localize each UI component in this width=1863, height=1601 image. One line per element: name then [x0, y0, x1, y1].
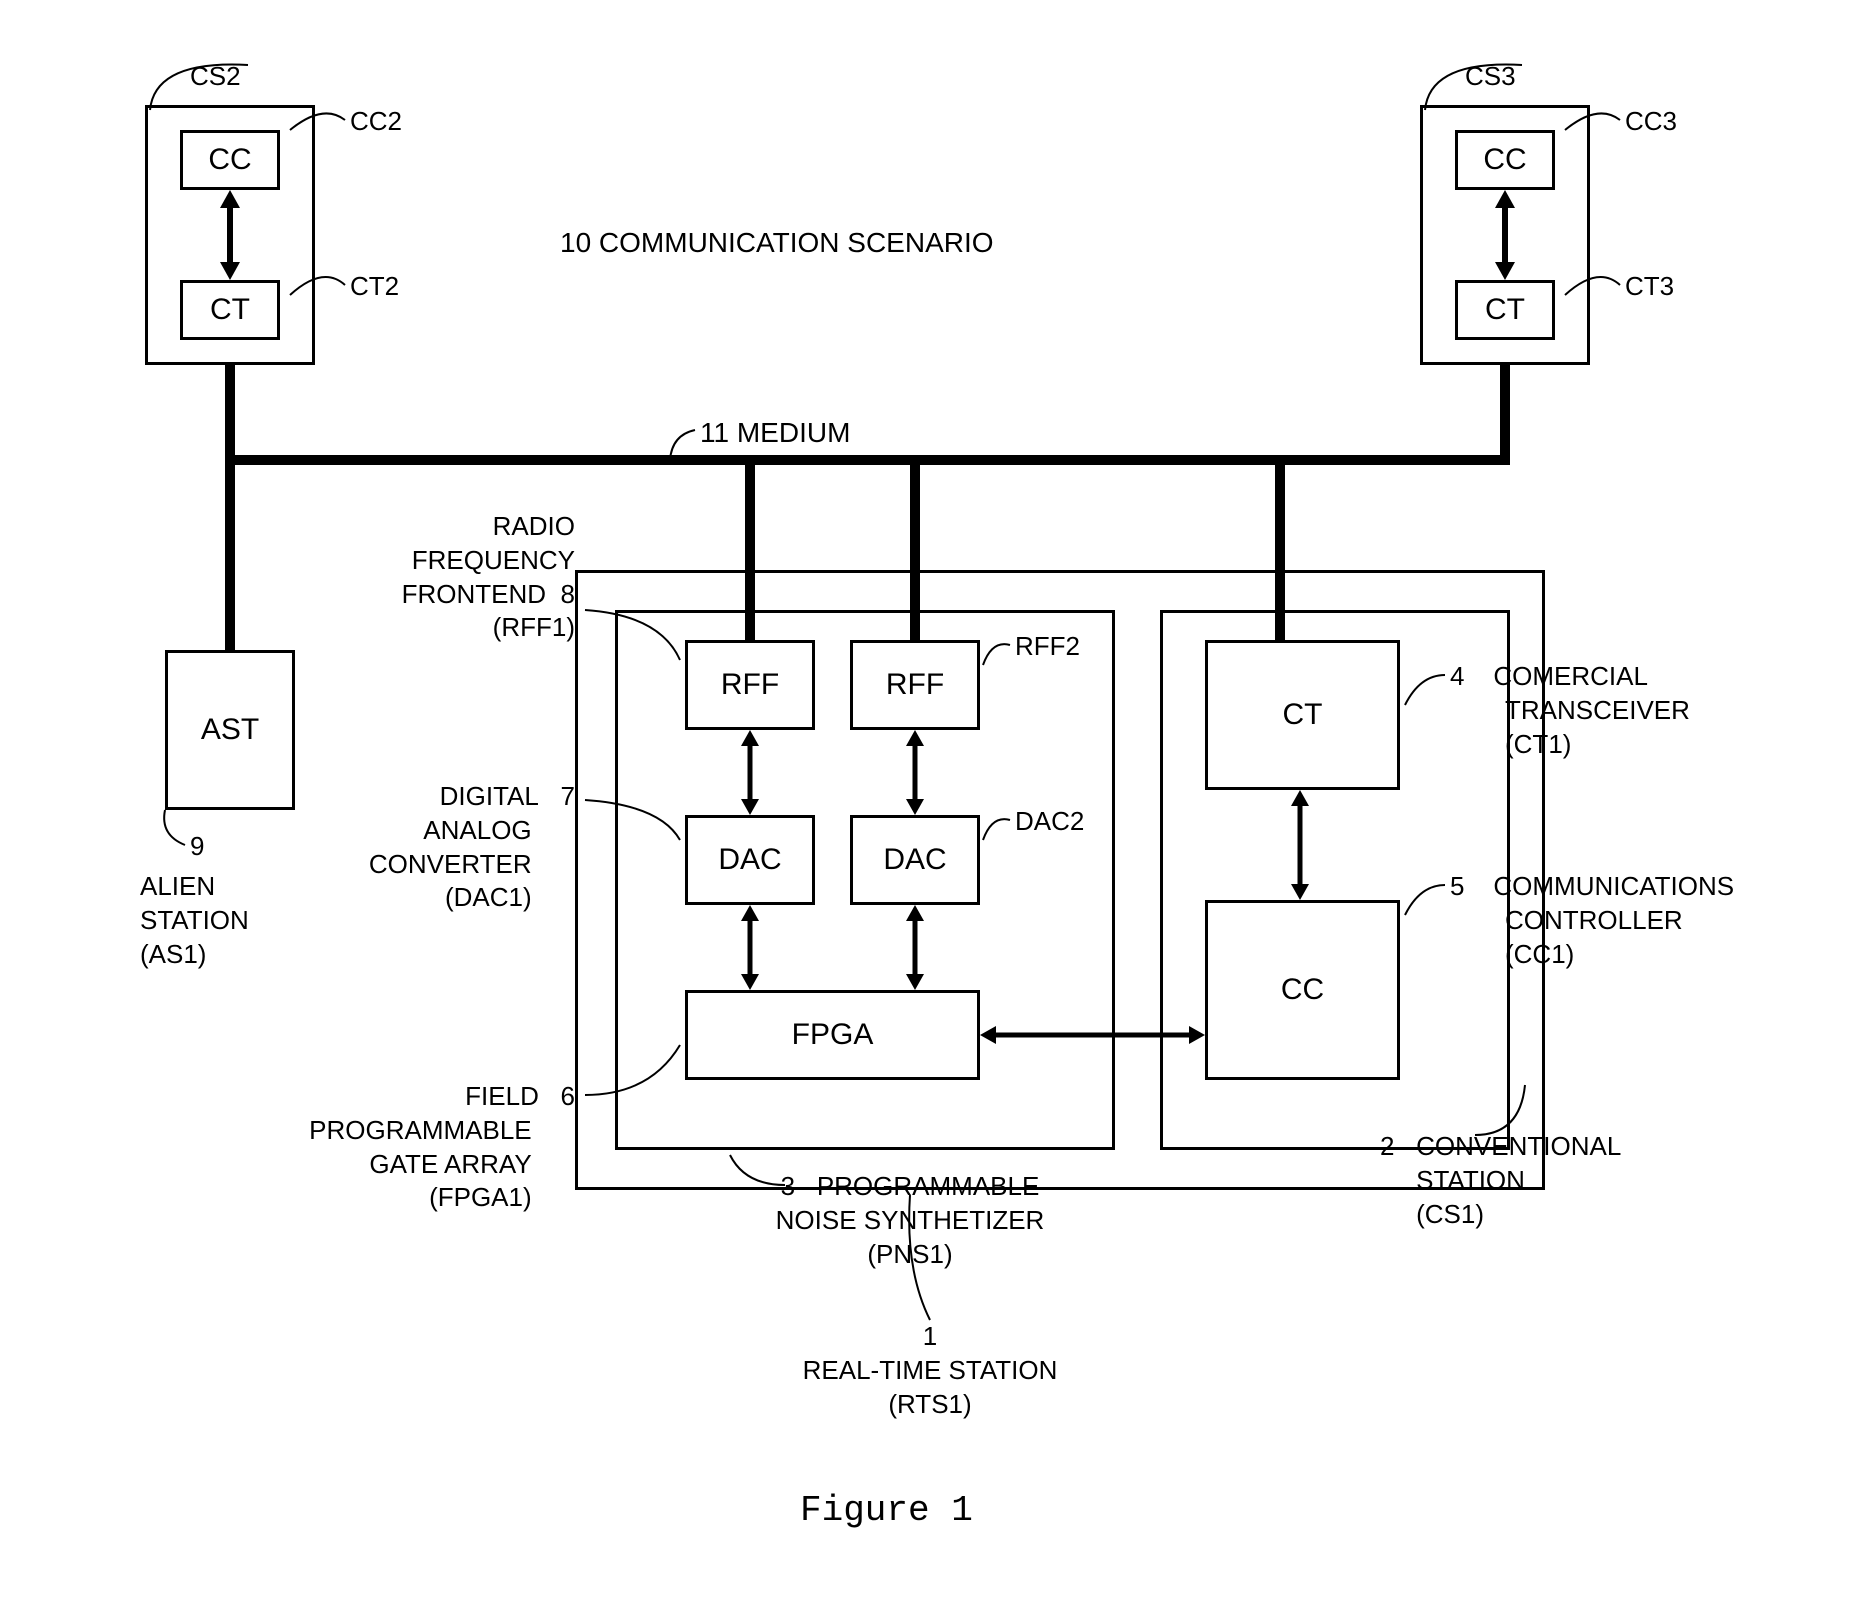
as1-to-medium: [225, 455, 235, 650]
rff2-label: RFF: [886, 668, 944, 702]
as1-desc-l2: STATION: [140, 905, 249, 935]
dac2-label: DAC: [883, 843, 946, 877]
rff2-dac2-arrow: [895, 730, 935, 815]
rff1-label: RFF: [721, 668, 779, 702]
scenario-label: 10 COMMUNICATION SCENARIO: [560, 225, 994, 261]
dac-desc-l2: ANALOG: [423, 815, 531, 845]
dac-num: 7: [561, 781, 575, 811]
dac2-fpga-arrow: [895, 905, 935, 990]
cs2-arrow-svg: [210, 190, 250, 280]
cc1-desc-l1: COMMUNICATIONS: [1493, 871, 1734, 901]
fpga-callout-svg: [580, 1040, 690, 1110]
cc1-desc-l2: CONTROLLER: [1505, 905, 1683, 935]
dac-callout-svg: [580, 790, 690, 850]
pns1-callout-svg: [725, 1150, 805, 1200]
dac-desc-l4: (DAC1): [445, 882, 532, 912]
cs3-arrow-svg: [1485, 190, 1525, 280]
as1-callout-svg: [150, 805, 230, 865]
medium-label: 11 MEDIUM: [700, 415, 850, 451]
rff1-to-medium: [745, 455, 755, 640]
cs1-desc-l2: STATION: [1416, 1165, 1525, 1195]
as1-desc-l3: (AS1): [140, 939, 206, 969]
rff-desc: RADIO FREQUENCY FRONTEND 8 (RFF1): [370, 510, 575, 645]
cs1-callout-svg: [1470, 1080, 1550, 1150]
ct1-callout-svg: [1400, 665, 1460, 715]
cc1-callout-svg: [1400, 875, 1460, 925]
dac-desc-l3: CONVERTER: [369, 849, 532, 879]
rff1-box: RFF: [685, 640, 815, 730]
cs2-to-medium: [225, 365, 235, 465]
rff2-box: RFF: [850, 640, 980, 730]
dac1-label: DAC: [718, 843, 781, 877]
ct1-num-label: 4 COMERCIAL: [1450, 660, 1648, 694]
as1-desc-l1: ALIEN: [140, 871, 215, 901]
ct1-to-medium: [1275, 455, 1285, 640]
fpga-desc-l3: GATE ARRAY: [369, 1149, 531, 1179]
fpga-desc: FIELD 6 PROGRAMMABLE GATE ARRAY (FPGA1): [290, 1080, 575, 1215]
rff-desc-l2: FREQUENCY: [412, 545, 575, 575]
rff2-callout-svg: [980, 635, 1030, 675]
fpga-num: 6: [561, 1081, 575, 1111]
rts1-desc-l2: (RTS1): [888, 1389, 971, 1419]
cs1-num: 2: [1380, 1131, 1394, 1161]
figure-title: Figure 1: [800, 1490, 973, 1531]
as1-desc: ALIEN STATION (AS1): [140, 870, 249, 971]
dac1-box: DAC: [685, 815, 815, 905]
rts1-callout-svg: [900, 1190, 980, 1330]
cc1-label: CC: [1281, 973, 1324, 1007]
cs3-callout-svg: [1380, 0, 1700, 400]
dac1-fpga-arrow: [730, 905, 770, 990]
fpga-label: FPGA: [792, 1018, 874, 1052]
rff1-dac1-arrow: [730, 730, 770, 815]
cc1-desc-rest: CONTROLLER (CC1): [1505, 904, 1683, 972]
fpga-desc-l2: PROGRAMMABLE: [309, 1115, 532, 1145]
rts1-label: 1 REAL-TIME STATION (RTS1): [780, 1320, 1080, 1421]
ct1-desc-rest: TRANSCEIVER (CT1): [1505, 694, 1690, 762]
cs1-desc-l3: (CS1): [1416, 1199, 1484, 1229]
rff2-to-medium: [910, 455, 920, 640]
ct1-desc-l2: TRANSCEIVER: [1505, 695, 1690, 725]
cc1-desc-l3: (CC1): [1505, 939, 1574, 969]
rff-num: 8: [561, 579, 575, 609]
ast-box-label: AST: [201, 713, 259, 747]
dac-desc: DIGITAL 7 ANALOG CONVERTER (DAC1): [320, 780, 575, 915]
dac2-callout-svg: [980, 810, 1030, 850]
fpga-desc-l4: (FPGA1): [429, 1182, 532, 1212]
ct1-box: CT: [1205, 640, 1400, 790]
dac2-box: DAC: [850, 815, 980, 905]
cc1-box: CC: [1205, 900, 1400, 1080]
cc1-num-label: 5 COMMUNICATIONS: [1450, 870, 1734, 904]
ast-box: AST: [165, 650, 295, 810]
medium-callout-svg: [660, 420, 720, 470]
dac-desc-l1: DIGITAL: [440, 781, 539, 811]
rff-desc-l4: (RFF1): [493, 612, 575, 642]
fpga-desc-l1: FIELD: [465, 1081, 539, 1111]
ct1-label: CT: [1283, 698, 1323, 732]
rff-desc-l3: FRONTEND: [402, 579, 546, 609]
ct1-desc-l3: (CT1): [1505, 729, 1571, 759]
ct1-desc-l1: COMERCIAL: [1493, 661, 1648, 691]
fpga-cc-arrow: [980, 1015, 1205, 1055]
rts1-desc-l1: REAL-TIME STATION: [803, 1355, 1058, 1385]
ct-cc-arrow: [1280, 790, 1320, 900]
fpga-box: FPGA: [685, 990, 980, 1080]
rff-desc-l1: RADIO: [493, 511, 575, 541]
cs3-to-medium: [1500, 365, 1510, 465]
rff-callout-svg: [580, 600, 690, 670]
medium-bus: [225, 455, 1510, 465]
